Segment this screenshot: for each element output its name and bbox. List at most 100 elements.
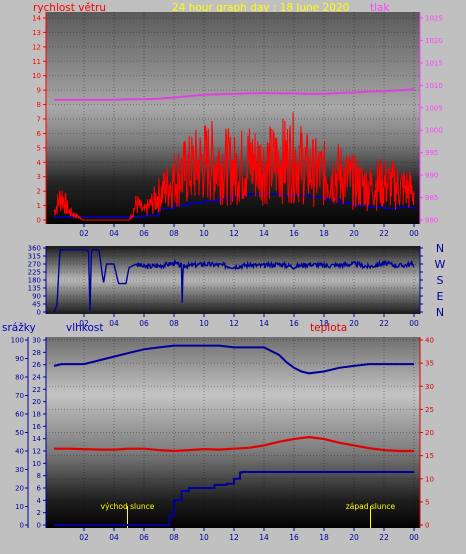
compass-label: N (436, 242, 444, 255)
y-tick-label: 4 (37, 159, 42, 167)
x-tick-label: 22 (379, 533, 389, 542)
x-tick-label: 00 (409, 533, 419, 542)
rain-axis-title: srážky (2, 322, 36, 334)
y-tick-label: 1000 (425, 127, 443, 135)
x-tick-label: 08 (169, 319, 179, 328)
y-tick-label: 45 (32, 301, 41, 309)
compass-label: N (436, 306, 444, 319)
y-tick-label: 0 (37, 309, 41, 317)
x-tick-label: 14 (259, 533, 269, 542)
x-tick-label: 02 (79, 319, 89, 328)
x-tick-label: 04 (109, 229, 119, 238)
y-tick-label: 30 (425, 383, 434, 391)
y-tick-label: 6 (37, 130, 42, 138)
x-tick-label: 12 (229, 533, 239, 542)
y-tick-label: 1005 (425, 104, 443, 112)
series-layer (53, 88, 415, 526)
x-tick-label: 04 (109, 533, 119, 542)
humidity-tick-label: 0 (20, 522, 24, 530)
y-tick-label: 1 (37, 202, 41, 210)
x-tick-label: 20 (349, 533, 359, 542)
x-tick-label: 20 (349, 229, 359, 238)
x-tick-label: 12 (229, 229, 239, 238)
y-tick-label: 18 (32, 411, 41, 419)
humidity-tick-label: 70 (15, 392, 24, 400)
y-tick-label: 180 (28, 277, 41, 285)
y-tick-label: 10 (425, 475, 434, 483)
x-tick-label: 18 (319, 229, 329, 238)
x-tick-label: 04 (109, 319, 119, 328)
y-tick-label: 225 (28, 269, 41, 277)
humidity-tick-label: 30 (15, 466, 24, 474)
y-tick-label: 11 (32, 58, 41, 66)
humidity-tick-label: 40 (15, 448, 24, 456)
y-tick-label: 3 (37, 173, 41, 181)
y-tick-label: 24 (32, 374, 41, 382)
x-tick-label: 08 (169, 533, 179, 542)
pressure-axis-title: tlak (370, 2, 390, 14)
compass-label: W (435, 258, 446, 271)
y-tick-label: 8 (37, 101, 41, 109)
y-tick-label: 8 (37, 472, 41, 480)
pressure-line (54, 88, 415, 101)
y-tick-label: 360 (28, 245, 41, 253)
x-tick-label: 22 (379, 229, 389, 238)
x-tick-label: 16 (289, 533, 299, 542)
y-tick-label: 5 (425, 498, 429, 506)
humidity-tick-label: 10 (15, 503, 24, 511)
x-tick-label: 14 (259, 319, 269, 328)
humidity-tick-label: 50 (15, 429, 24, 437)
x-tick-label: 16 (289, 229, 299, 238)
y-tick-label: 990 (425, 172, 438, 180)
x-tick-label: 16 (289, 319, 299, 328)
x-tick-label: 12 (229, 319, 239, 328)
temperature-line (54, 435, 414, 453)
wind-direction-plot-area (46, 246, 420, 314)
y-tick-label: 12 (32, 448, 41, 456)
y-tick-label: 10 (32, 72, 41, 80)
compass-label: E (437, 290, 444, 303)
chart-title: 24 hour graph day : 18 June 2020 (172, 2, 349, 14)
y-tick-label: 5 (37, 144, 41, 152)
y-tick-label: 90 (32, 293, 41, 301)
y-tick-label: 14 (32, 435, 41, 443)
y-tick-label: 12 (32, 43, 41, 51)
y-tick-label: 22 (32, 386, 41, 394)
compass-label: S (437, 274, 444, 287)
x-tick-label: 00 (409, 319, 419, 328)
y-tick-label: 20 (425, 429, 434, 437)
y-tick-label: 40 (425, 337, 434, 345)
y-tick-label: 28 (32, 349, 41, 357)
rain-humidity-temperature-plot-area (46, 337, 420, 528)
y-tick-label: 1020 (425, 37, 443, 45)
x-tick-label: 18 (319, 319, 329, 328)
humidity-tick-label: 80 (15, 374, 24, 382)
rain-line (54, 471, 414, 526)
humidity-line (53, 344, 414, 375)
x-tick-label: 22 (379, 319, 389, 328)
y-tick-label: 13 (32, 29, 41, 37)
y-tick-label: 1025 (425, 15, 443, 23)
humidity-axis-title: vlhkost (66, 322, 104, 334)
y-tick-label: 16 (32, 423, 41, 431)
y-tick-label: 9 (37, 87, 41, 95)
y-tick-label: 0 (425, 522, 429, 530)
wind-gust-line (53, 112, 415, 221)
y-tick-label: 0 (37, 522, 41, 530)
y-tick-label: 7 (37, 116, 41, 124)
x-tick-label: 10 (199, 319, 209, 328)
x-tick-label: 18 (319, 533, 329, 542)
humidity-tick-label: 20 (15, 485, 24, 493)
y-tick-label: 2 (37, 509, 41, 517)
y-tick-label: 30 (32, 337, 41, 345)
y-tick-label: 26 (32, 361, 41, 369)
humidity-tick-label: 90 (15, 355, 24, 363)
temperature-axis-title: teplota (310, 322, 347, 334)
axes-layer: 02 04 06 08 10 12 14 16 18 20 22 000123456789101112… (11, 12, 446, 542)
x-tick-label: 02 (79, 229, 89, 238)
x-tick-label: 06 (139, 229, 149, 238)
y-tick-label: 0 (37, 217, 41, 225)
x-tick-label: 06 (139, 533, 149, 542)
